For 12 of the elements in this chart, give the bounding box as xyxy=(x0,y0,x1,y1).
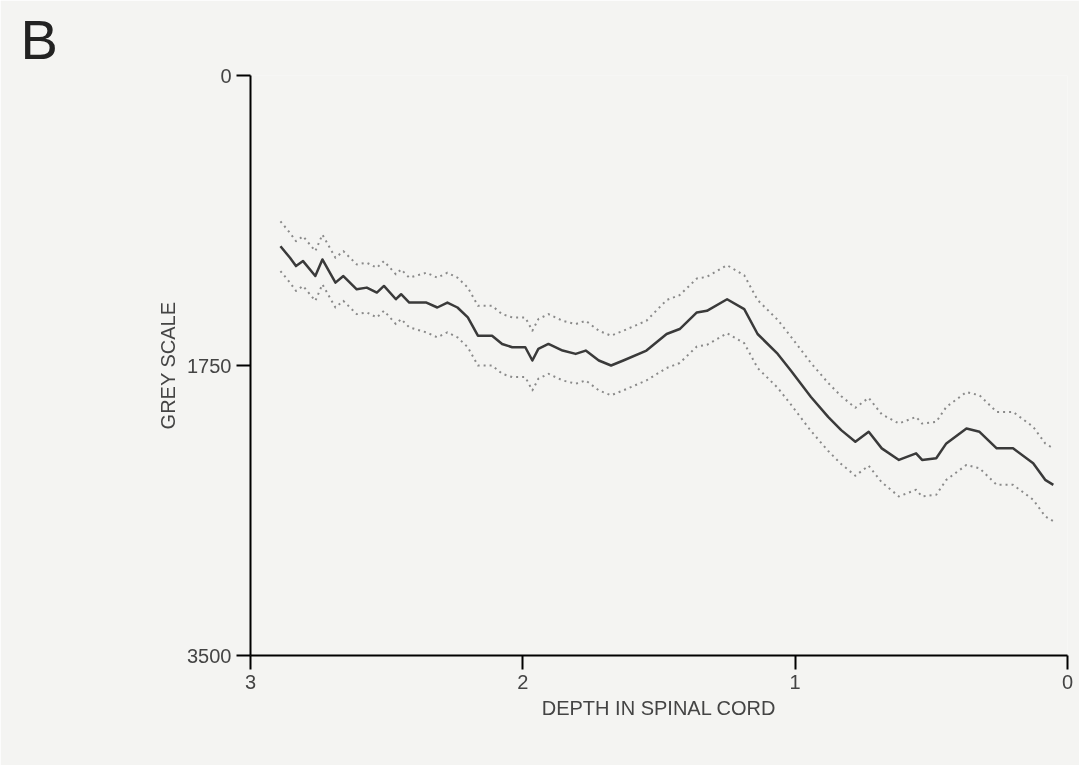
y-tick-label: 1750 xyxy=(187,354,232,377)
y-axis-title: GREY SCALE xyxy=(157,301,180,430)
x-tick-label: 3 xyxy=(244,670,257,693)
x-tick-label: 2 xyxy=(517,670,529,693)
line-series xyxy=(279,270,1055,523)
x-axis-title: DEPTH IN SPINAL CORD xyxy=(541,696,776,719)
x-tick-label: 1 xyxy=(789,670,801,693)
line-series xyxy=(279,244,1055,487)
y-tick-label: 0 xyxy=(220,64,232,87)
text: B xyxy=(20,7,58,71)
y-tick-label: 3500 xyxy=(187,644,232,667)
x-tick-label: 0 xyxy=(1061,670,1074,693)
